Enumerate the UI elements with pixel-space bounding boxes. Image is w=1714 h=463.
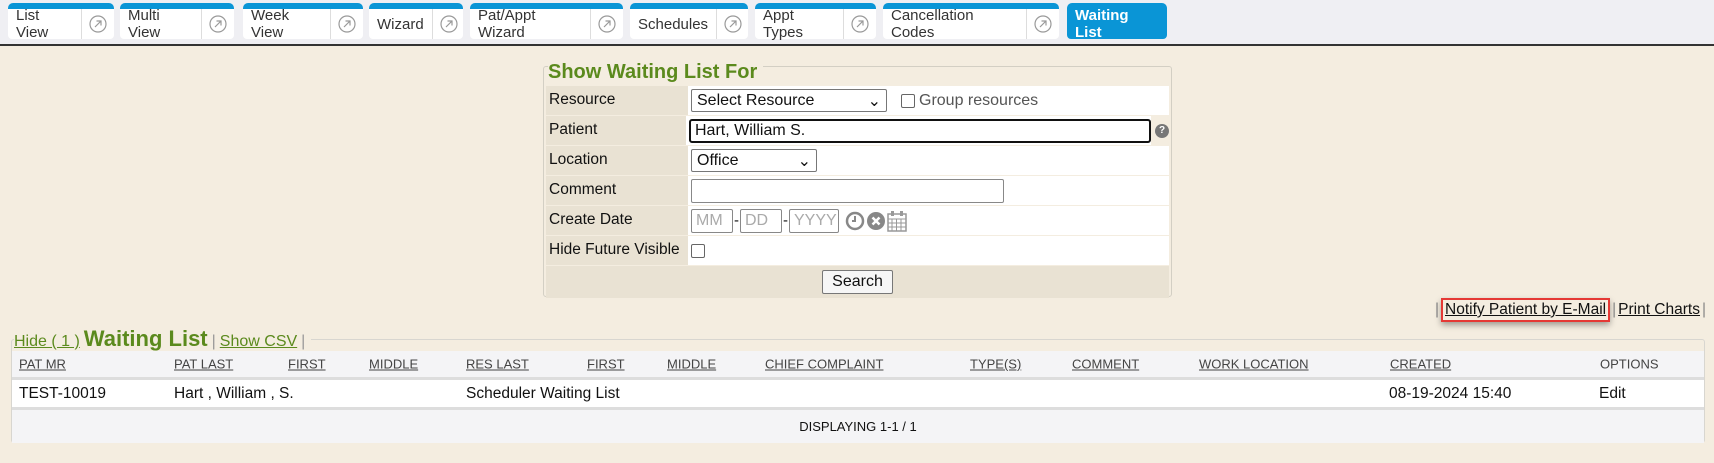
tab-list-view[interactable]: List View (8, 3, 114, 41)
open-new-window-icon[interactable] (431, 9, 465, 39)
create-date-label: Create Date (546, 206, 688, 235)
chevron-down-icon: ⌄ (797, 152, 811, 170)
cell-pat-mr: TEST-10019 (19, 384, 107, 402)
tab-bar: List View Multi View Week View Wizard Pat/Ap… (0, 0, 1714, 46)
tab-waiting-list[interactable]: Waiting List (1067, 3, 1167, 41)
cell-patient-name: Hart , William , S. (174, 384, 294, 402)
year-input[interactable]: YYYY (789, 208, 839, 233)
list-actions: | Notify Patient by E-Mail | Print Charts | (1435, 298, 1706, 322)
tab-label: Wizard (377, 15, 424, 33)
open-new-window-icon[interactable] (1026, 9, 1059, 39)
month-input[interactable]: MM (691, 208, 733, 233)
comment-input[interactable] (691, 178, 1004, 203)
resource-label: Resource (546, 86, 688, 115)
open-new-window-icon[interactable] (81, 9, 114, 39)
tab-label: Schedules (638, 15, 709, 33)
calendar-icon[interactable] (887, 210, 907, 232)
tab-wizard[interactable]: Wizard (369, 3, 463, 39)
search-filter-panel: Show Waiting List For Resource Select Re… (543, 61, 1172, 298)
tab-week-view[interactable]: Week View (243, 3, 363, 41)
panel-title: Show Waiting List For (548, 61, 764, 84)
clear-icon[interactable] (866, 211, 886, 231)
tab-label: Waiting List (1075, 7, 1129, 41)
tab-cancellation-codes[interactable]: Cancellation Codes (883, 3, 1059, 41)
hide-future-visible-label: Hide Future Visible (546, 236, 688, 265)
waiting-list-table: Hide ( 1 ) Waiting List | Show CSV | PAT MR P… (11, 326, 1705, 443)
open-new-window-icon[interactable] (201, 9, 234, 39)
table-row[interactable]: TEST-10019 Hart , William , S. Scheduler… (12, 380, 1704, 410)
tab-pat-appt-wizard[interactable]: Pat/Appt Wizard (470, 3, 623, 41)
column-header[interactable]: CREATED (1390, 356, 1452, 372)
column-header[interactable]: WORK LOCATION (1199, 356, 1309, 372)
open-new-window-icon[interactable] (716, 9, 749, 39)
help-icon[interactable]: ? (1155, 123, 1169, 138)
cell-created: 08-19-2024 15:40 (1389, 384, 1512, 402)
column-header[interactable]: PAT MR (19, 356, 66, 372)
location-label: Location (546, 146, 688, 175)
column-header[interactable]: RES LAST (466, 356, 529, 372)
column-header[interactable]: CHIEF COMPLAINT (765, 356, 884, 372)
cell-resource: Scheduler Waiting List (466, 384, 620, 402)
tab-label: Multi View (128, 7, 161, 41)
tab-label: Week View (251, 7, 290, 41)
hide-future-visible-checkbox[interactable] (691, 243, 705, 258)
group-resources-label: Group resources (919, 91, 1039, 109)
tab-multi-view[interactable]: Multi View (120, 3, 234, 41)
patient-label: Patient (546, 116, 686, 145)
open-new-window-icon[interactable] (590, 9, 623, 39)
list-title: Waiting List (83, 326, 208, 351)
edit-link[interactable]: Edit (1599, 384, 1626, 402)
tab-label: List View (16, 7, 49, 41)
tab-label: Pat/Appt Wizard (478, 7, 536, 41)
pagination-status: DISPLAYING 1-1 / 1 (12, 410, 1704, 443)
clock-icon[interactable] (845, 211, 865, 231)
column-header[interactable]: MIDDLE (369, 356, 419, 372)
search-button[interactable]: Search (822, 270, 893, 294)
column-header[interactable]: FIRST (587, 356, 625, 372)
tab-appt-types[interactable]: Appt Types (755, 3, 876, 41)
open-new-window-icon[interactable] (330, 9, 363, 39)
column-header[interactable]: MIDDLE (667, 356, 717, 372)
column-header[interactable]: COMMENT (1072, 356, 1140, 372)
group-resources-checkbox[interactable] (901, 93, 915, 108)
resource-value: Select Resource (697, 91, 815, 109)
notify-patient-email-link[interactable]: Notify Patient by E-Mail (1441, 298, 1611, 322)
chevron-down-icon: ⌄ (867, 92, 881, 110)
column-header[interactable]: TYPE(S) (970, 356, 1022, 372)
column-header: OPTIONS (1600, 356, 1659, 372)
hide-list-link[interactable]: Hide ( 1 ) (14, 333, 80, 350)
location-select[interactable]: Office ⌄ (691, 149, 817, 172)
patient-input[interactable]: Hart, William S. (689, 118, 1151, 143)
comment-label: Comment (546, 176, 688, 205)
resource-select[interactable]: Select Resource ⌄ (691, 89, 887, 112)
tab-label: Cancellation Codes (891, 7, 974, 41)
day-input[interactable]: DD (740, 208, 782, 233)
show-csv-link[interactable]: Show CSV (219, 333, 298, 350)
open-new-window-icon[interactable] (843, 9, 876, 39)
location-value: Office (697, 151, 739, 169)
tab-schedules[interactable]: Schedules (630, 3, 748, 39)
print-charts-link[interactable]: Print Charts (1618, 301, 1700, 318)
column-header[interactable]: FIRST (288, 356, 326, 372)
column-header[interactable]: PAT LAST (174, 356, 234, 372)
table-header: PAT MR PAT LAST FIRST MIDDLE RES LAST FIRST MI… (12, 351, 1704, 380)
tab-label: Appt Types (763, 7, 804, 41)
